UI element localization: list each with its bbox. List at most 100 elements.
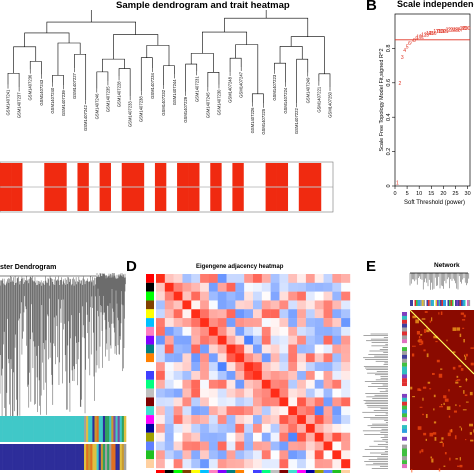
network-color-strip-side — [402, 444, 407, 449]
heatmap-cell — [208, 326, 218, 336]
heatmap-cell — [191, 388, 201, 398]
heatmap-cell — [253, 353, 263, 363]
heatmap-cell — [288, 371, 298, 381]
heatmap-cell — [314, 318, 324, 328]
heatmap-cell — [314, 291, 324, 301]
heatmap-cell — [288, 432, 298, 442]
module-color-cell — [25, 416, 28, 442]
y-tick-label: 0.2 — [386, 148, 392, 156]
heatmap-cell — [244, 441, 254, 451]
tom-block — [433, 394, 436, 398]
module-color-cell — [123, 416, 127, 442]
panel-e-letter: E — [366, 258, 377, 275]
module-color-cell — [119, 416, 123, 442]
heatmap-cell — [244, 335, 254, 345]
tom-block — [459, 457, 461, 461]
heatmap-cell — [208, 379, 218, 389]
heatmap-cell — [279, 371, 289, 381]
heatmap-cell — [288, 326, 298, 336]
tom-block — [462, 327, 465, 329]
network-color-strip-top — [453, 300, 456, 306]
tom-block — [430, 456, 433, 459]
network-color-strip-top — [429, 300, 432, 306]
tom-block — [446, 339, 448, 342]
heatmap-cell — [173, 318, 183, 328]
network-color-strip-side — [402, 413, 407, 418]
heatmap-cell — [173, 282, 183, 292]
heatmap-cell — [182, 379, 192, 389]
tom-diagonal — [409, 309, 474, 375]
heatmap-cell — [191, 371, 201, 381]
heatmap-cell — [323, 335, 333, 345]
module-color-row — [146, 371, 154, 380]
module-color-cell — [4, 444, 7, 470]
module-color-cell — [79, 444, 83, 470]
heatmap-cell — [208, 291, 218, 301]
tom-block — [447, 432, 451, 437]
heatmap-cell — [341, 459, 351, 469]
module-color-cell — [94, 444, 97, 470]
dendrogram-branch — [13, 46, 37, 74]
heatmap-cell — [341, 300, 351, 310]
heatmap-cell — [235, 379, 245, 389]
trait-cell — [210, 187, 222, 211]
heatmap-cell — [279, 388, 289, 398]
tom-block — [469, 423, 474, 427]
heatmap-cell — [173, 441, 183, 451]
network-color-strip-top — [459, 300, 462, 306]
tom-block — [421, 449, 424, 453]
module-color-cell — [105, 416, 108, 442]
heatmap-cell — [261, 282, 271, 292]
heatmap-cell — [305, 274, 315, 284]
heatmap-cell — [270, 291, 280, 301]
module-color-cell — [35, 444, 39, 470]
heatmap-cell — [288, 450, 298, 460]
heatmap-cell — [297, 388, 307, 398]
heatmap-cell — [253, 406, 263, 416]
y-axis-label: Scale Free Topology Model Fit,signed R^2 — [379, 48, 385, 151]
heatmap-cell — [156, 362, 166, 372]
tom-block — [425, 438, 428, 441]
heatmap-cell — [253, 441, 263, 451]
sample-label: GSM1407242 — [83, 104, 88, 131]
dendrogram-branch — [113, 34, 159, 60]
trait-cell — [298, 163, 311, 187]
network-color-strip-top — [461, 300, 463, 306]
heatmap-cell — [341, 362, 351, 372]
heatmap-cell — [235, 397, 245, 407]
module-color-cell — [67, 444, 70, 470]
trait-cell — [132, 163, 145, 187]
heatmap-cell — [270, 282, 280, 292]
heatmap-cell — [208, 309, 218, 319]
network-color-strip-side — [402, 319, 407, 324]
tom-block — [419, 343, 422, 346]
heatmap-cell — [217, 459, 227, 469]
tom-block — [419, 450, 421, 454]
heatmap-cell — [323, 450, 333, 460]
module-color-col — [253, 470, 262, 473]
network-color-strip-top — [456, 300, 459, 306]
network-color-strip-side — [402, 327, 407, 332]
module-color-cell — [25, 444, 28, 470]
heatmap-cell — [200, 282, 210, 292]
module-color-cell — [90, 444, 93, 470]
module-color-row — [146, 379, 154, 389]
module-color-cell — [115, 416, 118, 442]
tom-block — [452, 366, 456, 370]
heatmap-cell — [235, 344, 245, 354]
sample-label: GSM1407247 — [239, 71, 244, 98]
heatmap-cell — [332, 274, 342, 284]
heatmap-cell — [200, 432, 210, 442]
tom-block — [433, 421, 437, 424]
heatmap-cell — [305, 353, 315, 363]
heatmap-cell — [244, 309, 254, 319]
module-color-cell — [111, 444, 114, 470]
heatmap-cell — [279, 353, 289, 363]
heatmap-cell — [323, 371, 333, 381]
module-color-cell — [56, 444, 60, 470]
module-color-cell — [52, 416, 55, 442]
heatmap-cell — [156, 450, 166, 460]
x-tick-label: 0 — [393, 191, 396, 197]
heatmap-cell — [226, 353, 236, 363]
heatmap-cell — [182, 397, 192, 407]
